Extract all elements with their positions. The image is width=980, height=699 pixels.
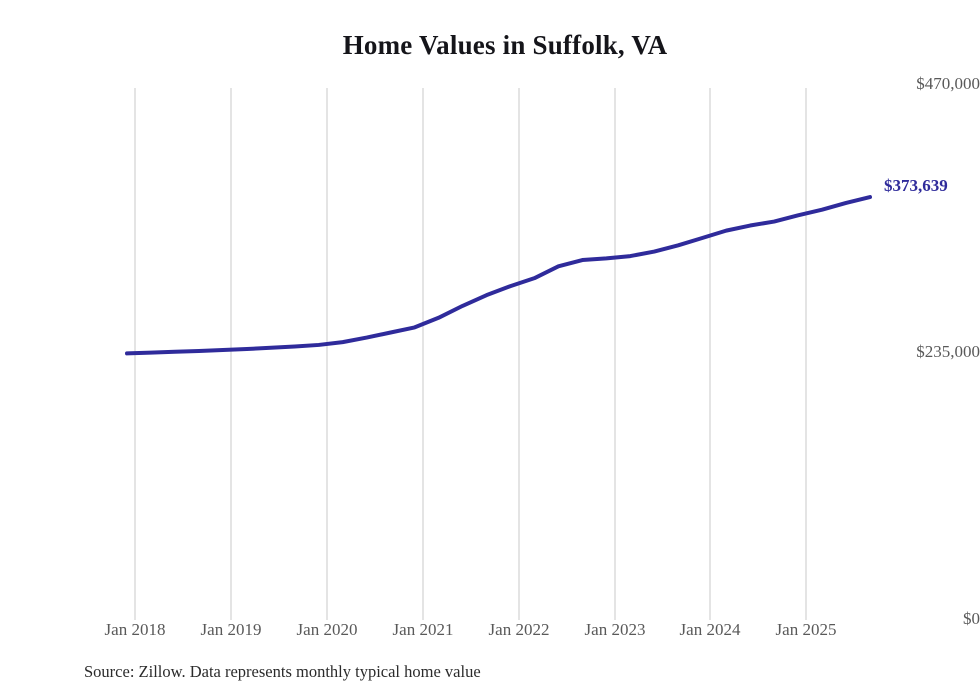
x-gridlines	[134, 88, 807, 620]
source-note: Source: Zillow. Data represents monthly …	[84, 662, 481, 681]
home-value-series-line	[125, 195, 872, 356]
y-axis-tick-label-top: $470,000	[916, 74, 980, 93]
x-axis-tick-label-2024: Jan 2024	[679, 620, 741, 639]
chart-title: Home Values in Suffolk, VA	[342, 30, 668, 60]
x-axis-tick-label-2021: Jan 2021	[392, 620, 454, 639]
y-axis-tick-label-middle: $235,000	[916, 342, 980, 361]
x-axis-tick-label-2022: Jan 2022	[488, 620, 550, 639]
x-axis-tick-label-2019: Jan 2019	[200, 620, 262, 639]
x-axis-tick-label-2018: Jan 2018	[104, 620, 166, 639]
y-axis-tick-label-zero: $0	[963, 609, 980, 628]
series-end-value-label: $373,639	[884, 176, 948, 195]
x-axis-tick-label-2020: Jan 2020	[296, 620, 358, 639]
x-axis-tick-label-2023: Jan 2023	[584, 620, 646, 639]
x-axis-tick-label-2025: Jan 2025	[775, 620, 837, 639]
